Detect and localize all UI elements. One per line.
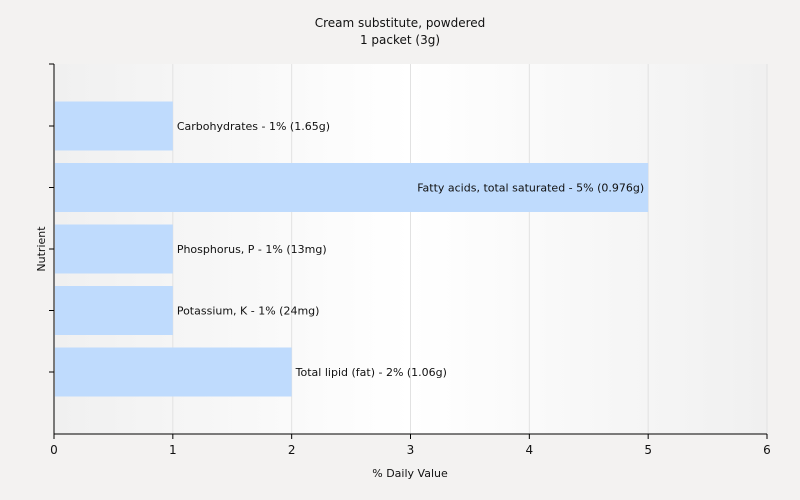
chart-subtitle: 1 packet (3g)	[360, 33, 440, 47]
bar-label: Carbohydrates - 1% (1.65g)	[177, 120, 330, 133]
x-tick-label: 5	[644, 443, 652, 457]
y-axis-label: Nutrient	[35, 226, 48, 272]
x-axis-label: % Daily Value	[372, 467, 448, 480]
bar-label: Potassium, K - 1% (24mg)	[177, 305, 320, 318]
bar-label: Total lipid (fat) - 2% (1.06g)	[295, 366, 447, 379]
x-tick-label: 1	[169, 443, 177, 457]
x-tick-label: 0	[50, 443, 58, 457]
bar	[55, 101, 173, 151]
chart-title: Cream substitute, powdered	[315, 16, 486, 30]
x-tick-label: 3	[407, 443, 415, 457]
bar	[55, 347, 292, 397]
bar-label: Fatty acids, total saturated - 5% (0.976…	[417, 182, 644, 195]
x-tick-label: 6	[763, 443, 771, 457]
bar	[55, 286, 173, 335]
x-tick-label: 4	[526, 443, 534, 457]
bar	[55, 224, 173, 274]
bar	[55, 163, 649, 212]
x-tick-label: 2	[288, 443, 296, 457]
bar-label: Phosphorus, P - 1% (13mg)	[177, 243, 327, 256]
